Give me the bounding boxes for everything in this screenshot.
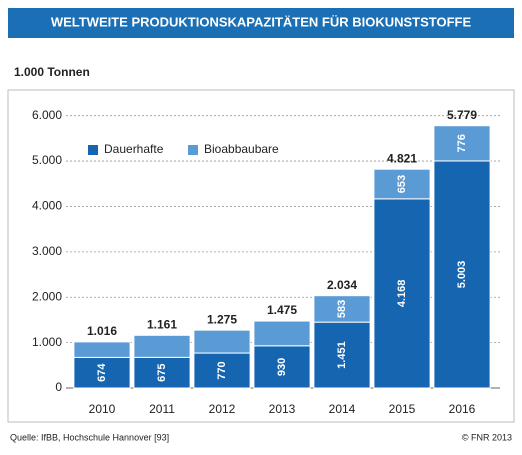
total-label: 4.821: [387, 151, 417, 165]
y-axis-label: 1.000 Tonnen: [14, 65, 90, 79]
segment-label: 4.168: [396, 280, 408, 308]
x-tick-label: 2012: [209, 402, 236, 416]
y-tick-label: 0: [55, 380, 62, 394]
total-label: 1.016: [87, 324, 117, 338]
x-tick-label: 2013: [269, 402, 296, 416]
total-label: 1.161: [147, 317, 177, 331]
bar-segment: [193, 329, 251, 354]
bar-segment: [133, 356, 191, 389]
y-tick-label: 3.000: [32, 244, 62, 258]
credit: © FNR 2013: [462, 432, 512, 442]
title-bar: [8, 8, 514, 38]
bar-segment: [73, 341, 131, 358]
segment-label: 1.451: [336, 341, 348, 369]
bar-segment: [313, 295, 371, 323]
x-tick-label: 2014: [329, 402, 356, 416]
bar-segment: [373, 168, 431, 200]
source: Quelle: IfBB, Hochschule Hannover [93]: [10, 432, 169, 442]
x-tick-label: 2015: [389, 402, 416, 416]
x-tick-label: 2010: [89, 402, 116, 416]
bar-segment: [373, 198, 431, 389]
legend-swatch: [188, 145, 198, 155]
segment-label: 675: [156, 364, 168, 382]
y-tick-label: 1.000: [32, 335, 62, 349]
bar-segment: [133, 334, 191, 358]
legend-label: Bioabbaubare: [204, 142, 279, 156]
segment-label: 5.003: [456, 261, 468, 289]
y-tick-label: 4.000: [32, 199, 62, 213]
chart-title: WELTWEITE PRODUKTIONSKAPAZITÄTEN FÜR BIO…: [51, 14, 472, 29]
plot-frame: [7, 89, 515, 423]
total-label: 2.034: [327, 278, 357, 292]
x-tick-label: 2016: [449, 402, 476, 416]
bar-segment: [433, 160, 491, 389]
total-label: 1.475: [267, 303, 297, 317]
segment-label: 653: [396, 175, 408, 193]
bar-segment: [433, 125, 491, 162]
legend-label: Dauerhafte: [104, 142, 164, 156]
y-tick-label: 2.000: [32, 289, 62, 303]
y-tick-label: 6.000: [32, 108, 62, 122]
segment-label: 930: [276, 358, 288, 376]
bar-segment: [73, 356, 131, 389]
total-label: 1.275: [207, 312, 237, 326]
legend-swatch: [88, 145, 98, 155]
bar-segment: [253, 345, 311, 389]
segment-label: 583: [336, 300, 348, 318]
x-tick-label: 2011: [149, 402, 175, 416]
total-label: 5.779: [447, 108, 477, 122]
y-tick-label: 5.000: [32, 153, 62, 167]
bar-segment: [253, 320, 311, 347]
segment-label: 770: [216, 361, 228, 379]
segment-label: 776: [456, 134, 468, 152]
segment-label: 674: [96, 363, 108, 382]
